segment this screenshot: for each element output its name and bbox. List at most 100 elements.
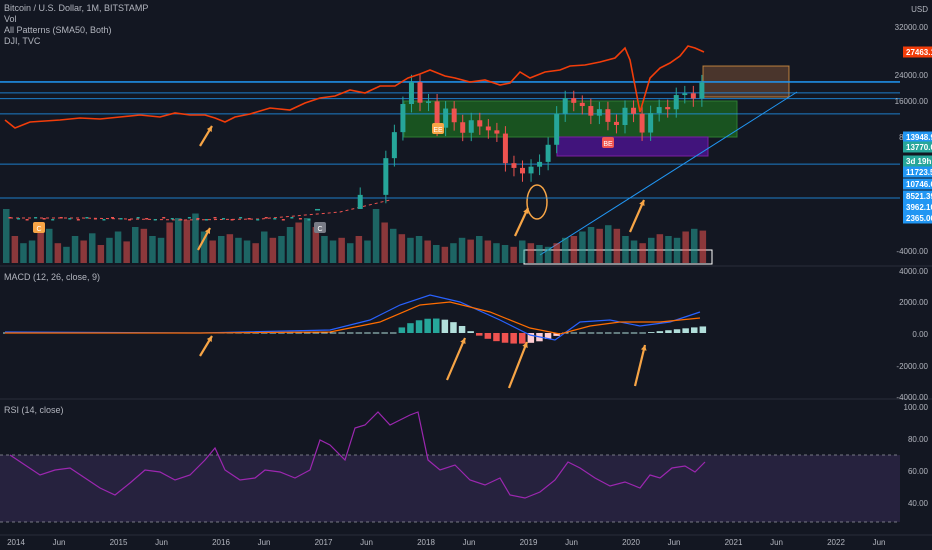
volume-bar [682, 231, 689, 263]
macd-tick: -4000.00 [896, 393, 928, 402]
macd-histogram-bar [544, 333, 552, 339]
rsi-legend[interactable]: RSI (14, close) [4, 405, 64, 415]
time-tick: Jun [155, 538, 168, 547]
volume-bar [175, 218, 182, 263]
macd-histogram-bar [424, 318, 431, 333]
price-tick: 24000.00 [895, 71, 929, 80]
volume-bar [209, 240, 216, 263]
volume-bar [553, 243, 560, 263]
grid-lines [0, 265, 932, 536]
price-label: 11723.58 [906, 168, 932, 177]
rsi-line [9, 411, 706, 499]
time-tick: 2014 [7, 538, 25, 547]
candle-body [417, 82, 423, 103]
macd-histogram-bar [372, 332, 380, 334]
annotation-arrowhead [206, 336, 212, 342]
rsi-tick: 100.00 [904, 403, 929, 412]
volume-legend[interactable]: Vol [4, 14, 17, 24]
volume-bar [484, 240, 492, 263]
annotation-arrow [628, 199, 646, 233]
pattern-marker-label: C [36, 226, 41, 233]
macd-histogram-bar [278, 332, 285, 334]
candle [273, 218, 277, 220]
macd-histogram-bar [355, 332, 363, 334]
compare-legend[interactable]: DJI, TVC [4, 36, 41, 46]
volume-bar [218, 236, 225, 263]
volume-bar [398, 234, 406, 263]
candle [42, 218, 46, 220]
candle-body [656, 107, 662, 114]
candle-body [511, 163, 517, 168]
rsi-band [0, 455, 900, 522]
price-label-box [903, 131, 932, 143]
symbol-title[interactable]: Bitcoin / U.S. Dollar, 1M, BITSTAMP [4, 3, 149, 13]
candle-body [562, 98, 568, 114]
volume-bar [622, 236, 629, 263]
volume-bar [28, 240, 36, 263]
macd-legend[interactable]: MACD (12, 26, close, 9) [4, 272, 101, 282]
candle [204, 219, 208, 221]
candle-body [665, 107, 671, 110]
volume-bar [699, 230, 707, 263]
volume-bar [467, 239, 474, 263]
time-tick: Jun [360, 538, 373, 547]
candle-body [485, 126, 491, 131]
macd-histogram-bar [398, 327, 406, 333]
macd-histogram-bar [476, 333, 483, 336]
macd-line [4, 294, 701, 341]
volume-bar [648, 237, 655, 263]
macd-histogram-bar [450, 322, 457, 333]
volume-bar [656, 234, 664, 263]
pattern-marker [432, 123, 444, 134]
time-tick: 2017 [315, 538, 333, 547]
time-tick: 2021 [725, 538, 743, 547]
volume-bar [3, 209, 10, 263]
candle-body [494, 130, 500, 134]
volume-bar [493, 243, 500, 263]
candle-body [468, 120, 474, 133]
volume-bar [476, 236, 483, 263]
volume-bar [278, 236, 285, 263]
volume-bar [226, 234, 234, 263]
candle-body [391, 132, 397, 159]
candle-body [554, 113, 560, 145]
time-tick: Jun [53, 538, 66, 547]
volume-bar [510, 246, 517, 263]
candle [68, 218, 72, 220]
volume-bar [149, 236, 156, 263]
macd-histogram-bar [613, 332, 621, 334]
macd-histogram-bar [665, 330, 672, 333]
candle [34, 217, 38, 219]
price-label: 27463.19 [906, 48, 932, 57]
volume-bar [673, 237, 681, 263]
price-label-box [903, 201, 932, 213]
volume-bar [407, 237, 414, 263]
candle [85, 217, 89, 219]
macd-histogram-bar [527, 333, 535, 343]
macd-tick: 4000.00 [899, 267, 928, 276]
macd-histogram-bar [673, 329, 681, 333]
time-tick: 2020 [622, 538, 640, 547]
annotation-arrows [197, 125, 647, 389]
price-label-box [903, 178, 932, 190]
rsi-tick: 80.00 [908, 435, 929, 444]
volume-bar [11, 236, 19, 263]
candle [162, 217, 166, 219]
patterns-legend[interactable]: All Patterns (SMA50, Both) [4, 25, 112, 35]
volume-bar [89, 233, 96, 263]
price-axis[interactable]: USD32000.0024000.0016000.008000.00-4000.… [895, 5, 932, 508]
volume-bar [261, 231, 268, 263]
volume-bar [80, 240, 87, 263]
macd-histogram-bar [656, 331, 664, 333]
time-axis[interactable]: 2014 Jun 2015 Jun 2016 Jun 2017 Jun 2018 Jun 2019 J… [7, 538, 885, 547]
candle-body [631, 107, 637, 114]
time-tick: Jun [770, 538, 783, 547]
volume-bar [286, 227, 294, 263]
time-tick: 2018 [417, 538, 435, 547]
time-tick: Jun [668, 538, 681, 547]
macd-histogram-bar [553, 333, 560, 336]
candle-body [537, 161, 543, 167]
time-tick: Jun [463, 538, 476, 547]
macd-histogram-bar [519, 333, 526, 344]
